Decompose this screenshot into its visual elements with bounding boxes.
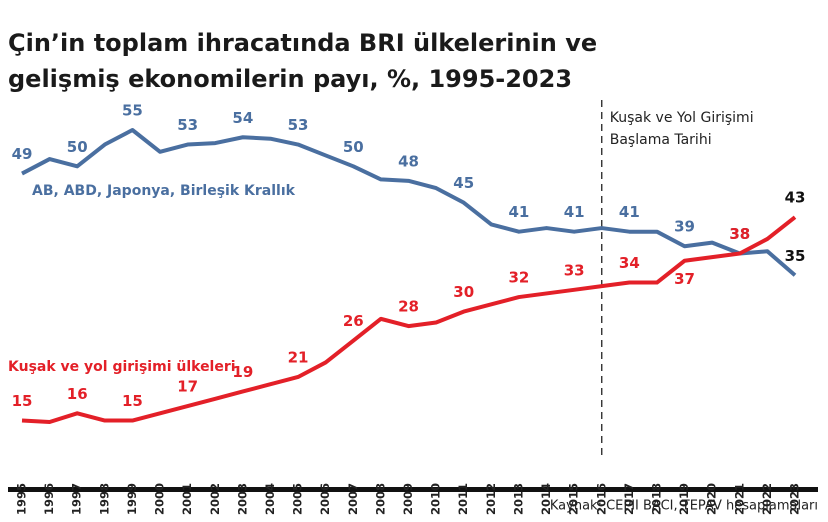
x-tick-label: 2018	[649, 483, 663, 515]
x-tick-label: 2003	[235, 483, 249, 515]
x-tick-label: 2011	[456, 483, 470, 515]
x-tick-label: 2022	[760, 483, 774, 515]
data-label: 33	[564, 261, 585, 279]
x-tick-label: 2002	[208, 483, 222, 515]
chart-title: gelişmiş ekonomilerin payı, %, 1995-2023	[8, 65, 572, 93]
x-tick-label: 2000	[153, 483, 167, 515]
data-label: 50	[343, 138, 364, 156]
x-tick-label: 2007	[346, 483, 360, 515]
x-tick-label: 1999	[125, 483, 139, 515]
chart-title: Çin’in toplam ihracatında BRI ülkelerini…	[8, 29, 597, 57]
data-label: 37	[674, 270, 695, 288]
x-tick-label: 2006	[318, 483, 332, 515]
x-tick-label: 2009	[401, 483, 415, 515]
x-tick-label: 2001	[180, 483, 194, 515]
x-tick-label: 2015	[567, 483, 581, 515]
x-tick-label: 2020	[705, 483, 719, 515]
annotation-text: Başlama Tarihi	[610, 132, 712, 148]
data-label: 38	[729, 225, 750, 243]
data-label: 41	[508, 203, 529, 221]
data-label: 21	[288, 348, 309, 366]
data-label: 41	[619, 203, 640, 221]
x-tick-label: 2014	[539, 483, 553, 515]
data-label: 38	[729, 225, 750, 243]
source: Kaynak: CEPII BACI, TEPAV hesaplamaları	[550, 499, 818, 514]
series-label: Kuşak ve yol girişimi ülkeleri	[8, 359, 236, 375]
x-tick-label: 1997	[70, 483, 84, 515]
data-label: 53	[288, 116, 309, 134]
data-label: 54	[232, 109, 253, 127]
data-label: 45	[453, 174, 474, 192]
annotation-text: Kuşak ve Yol Girişimi	[610, 110, 754, 126]
data-label: 28	[398, 298, 419, 316]
data-label: 48	[398, 152, 419, 170]
series-line	[21, 215, 797, 424]
data-label: 43	[785, 189, 806, 207]
data-label: 53	[177, 116, 198, 134]
data-label: 16	[67, 385, 88, 403]
data-label: 32	[508, 269, 529, 287]
x-tick-label: 2013	[511, 483, 525, 515]
series-label: AB, ABD, Japonya, Birleşik Krallık	[32, 183, 296, 199]
series-line	[21, 128, 797, 277]
data-label: 34	[619, 254, 640, 272]
x-tick-label: 1998	[97, 483, 111, 515]
axis-bar	[8, 487, 818, 492]
x-tick-label: 2012	[484, 483, 498, 515]
data-label: 15	[12, 392, 33, 410]
x-tick-label: 2008	[373, 483, 387, 515]
x-tick-label: 2005	[291, 483, 305, 515]
data-label: 39	[674, 218, 695, 236]
data-label: 15	[122, 392, 143, 410]
x-tick-label: 2010	[429, 483, 443, 515]
x-tick-label: 2021	[732, 483, 746, 515]
data-label: 19	[232, 363, 253, 381]
data-label: 55	[122, 102, 143, 120]
data-label: 35	[785, 247, 806, 265]
x-tick-label: 2016	[594, 483, 608, 515]
data-label: 26	[343, 312, 364, 330]
x-tick-label: 2023	[788, 483, 802, 515]
data-label: 30	[453, 283, 474, 301]
data-label: 50	[67, 138, 88, 156]
data-label: 41	[564, 203, 585, 221]
x-tick-label: 2019	[677, 483, 691, 515]
x-tick-label: 1996	[42, 483, 56, 515]
x-tick-label: 1995	[15, 483, 29, 515]
data-label: 49	[12, 145, 33, 163]
data-label: 17	[177, 378, 198, 396]
x-tick-label: 2017	[622, 483, 636, 515]
x-tick-label: 2004	[263, 483, 277, 515]
